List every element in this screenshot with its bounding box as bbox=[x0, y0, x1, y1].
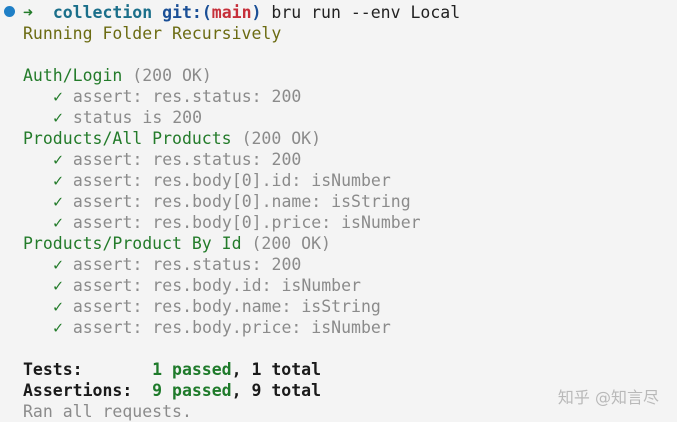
assertion-item: ✓ assert: res.body.name: isString bbox=[0, 296, 460, 317]
assertion-text: assert: res.body.id: isNumber bbox=[72, 276, 361, 295]
status-line: Running Folder Recursively bbox=[23, 24, 282, 43]
assertion-item: ✓ assert: res.status: 200 bbox=[0, 86, 460, 107]
request-status: (200 OK) bbox=[251, 234, 331, 253]
request-name: Products/Product By Id bbox=[23, 234, 242, 253]
check-icon: ✓ bbox=[53, 108, 63, 127]
check-icon: ✓ bbox=[53, 192, 63, 211]
terminal-output: ➜ collection git:(main) bru run --env Lo… bbox=[0, 2, 460, 422]
blank-line bbox=[0, 338, 460, 359]
current-directory: collection bbox=[52, 3, 153, 22]
assertion-text: assert: res.body.name: isString bbox=[72, 297, 381, 316]
tests-passed: 1 passed bbox=[152, 360, 232, 379]
assertions-label: Assertions: bbox=[23, 381, 153, 400]
assertions-passed: 9 passed bbox=[152, 381, 232, 400]
check-icon: ✓ bbox=[53, 87, 63, 106]
assertion-text: assert: res.body[0].id: isNumber bbox=[72, 171, 391, 190]
watermark: 知乎 @知言尽 bbox=[557, 388, 659, 407]
request-status: (200 OK) bbox=[241, 129, 322, 148]
git-close: ) bbox=[251, 3, 262, 22]
assertion-text: assert: res.status: 200 bbox=[72, 150, 302, 169]
assertion-item: ✓ assert: res.body.id: isNumber bbox=[0, 275, 460, 296]
assertion-item: ✓ assert: res.body[0].id: isNumber bbox=[0, 170, 460, 191]
assertion-text: assert: res.body[0].name: isString bbox=[72, 192, 411, 211]
prompt-status-dot-icon bbox=[4, 6, 15, 17]
assertion-item: ✓ assert: res.body[0].name: isString bbox=[0, 191, 460, 212]
blank-line bbox=[0, 44, 460, 65]
assertions-total: , 9 total bbox=[231, 381, 322, 400]
request-header: Products/Product By Id (200 OK) bbox=[0, 233, 460, 254]
assertion-text: assert: res.body.price: isNumber bbox=[72, 318, 391, 337]
check-icon: ✓ bbox=[53, 297, 63, 316]
assertion-text: assert: res.status: 200 bbox=[72, 87, 302, 106]
check-icon: ✓ bbox=[53, 213, 63, 232]
request-status: (200 OK) bbox=[132, 66, 212, 85]
git-branch: main bbox=[211, 3, 252, 22]
assertion-text: assert: res.status: 200 bbox=[72, 255, 302, 274]
check-icon: ✓ bbox=[53, 276, 63, 295]
footer-text: Ran all requests. bbox=[23, 402, 192, 421]
git-label: git:( bbox=[162, 3, 212, 22]
prompt-arrow-icon: ➜ bbox=[23, 3, 33, 22]
tests-summary: Tests: 1 passed, 1 total bbox=[0, 359, 460, 380]
assertion-item: ✓ assert: res.status: 200 bbox=[0, 254, 460, 275]
request-name: Products/All Products bbox=[23, 129, 232, 148]
tests-label: Tests: bbox=[23, 360, 153, 379]
check-icon: ✓ bbox=[53, 150, 63, 169]
command-text: bru run --env Local bbox=[271, 3, 461, 22]
request-header: Products/All Products (200 OK) bbox=[0, 128, 460, 149]
tests-total: , 1 total bbox=[231, 360, 322, 379]
assertion-item: ✓ assert: res.status: 200 bbox=[0, 149, 460, 170]
assertion-item: ✓ assert: res.body.price: isNumber bbox=[0, 317, 460, 338]
assertion-item: ✓ assert: res.body[0].price: isNumber bbox=[0, 212, 460, 233]
prompt-line: ➜ collection git:(main) bru run --env Lo… bbox=[0, 2, 460, 23]
assertions-summary: Assertions: 9 passed, 9 total bbox=[0, 380, 460, 401]
assertion-text: assert: res.body[0].price: isNumber bbox=[72, 213, 421, 232]
check-icon: ✓ bbox=[53, 318, 63, 337]
request-name: Auth/Login bbox=[23, 66, 123, 85]
assertion-text: status is 200 bbox=[72, 108, 203, 127]
request-header: Auth/Login (200 OK) bbox=[0, 65, 460, 86]
assertion-item: ✓ status is 200 bbox=[0, 107, 460, 128]
check-icon: ✓ bbox=[53, 255, 63, 274]
check-icon: ✓ bbox=[53, 171, 63, 190]
